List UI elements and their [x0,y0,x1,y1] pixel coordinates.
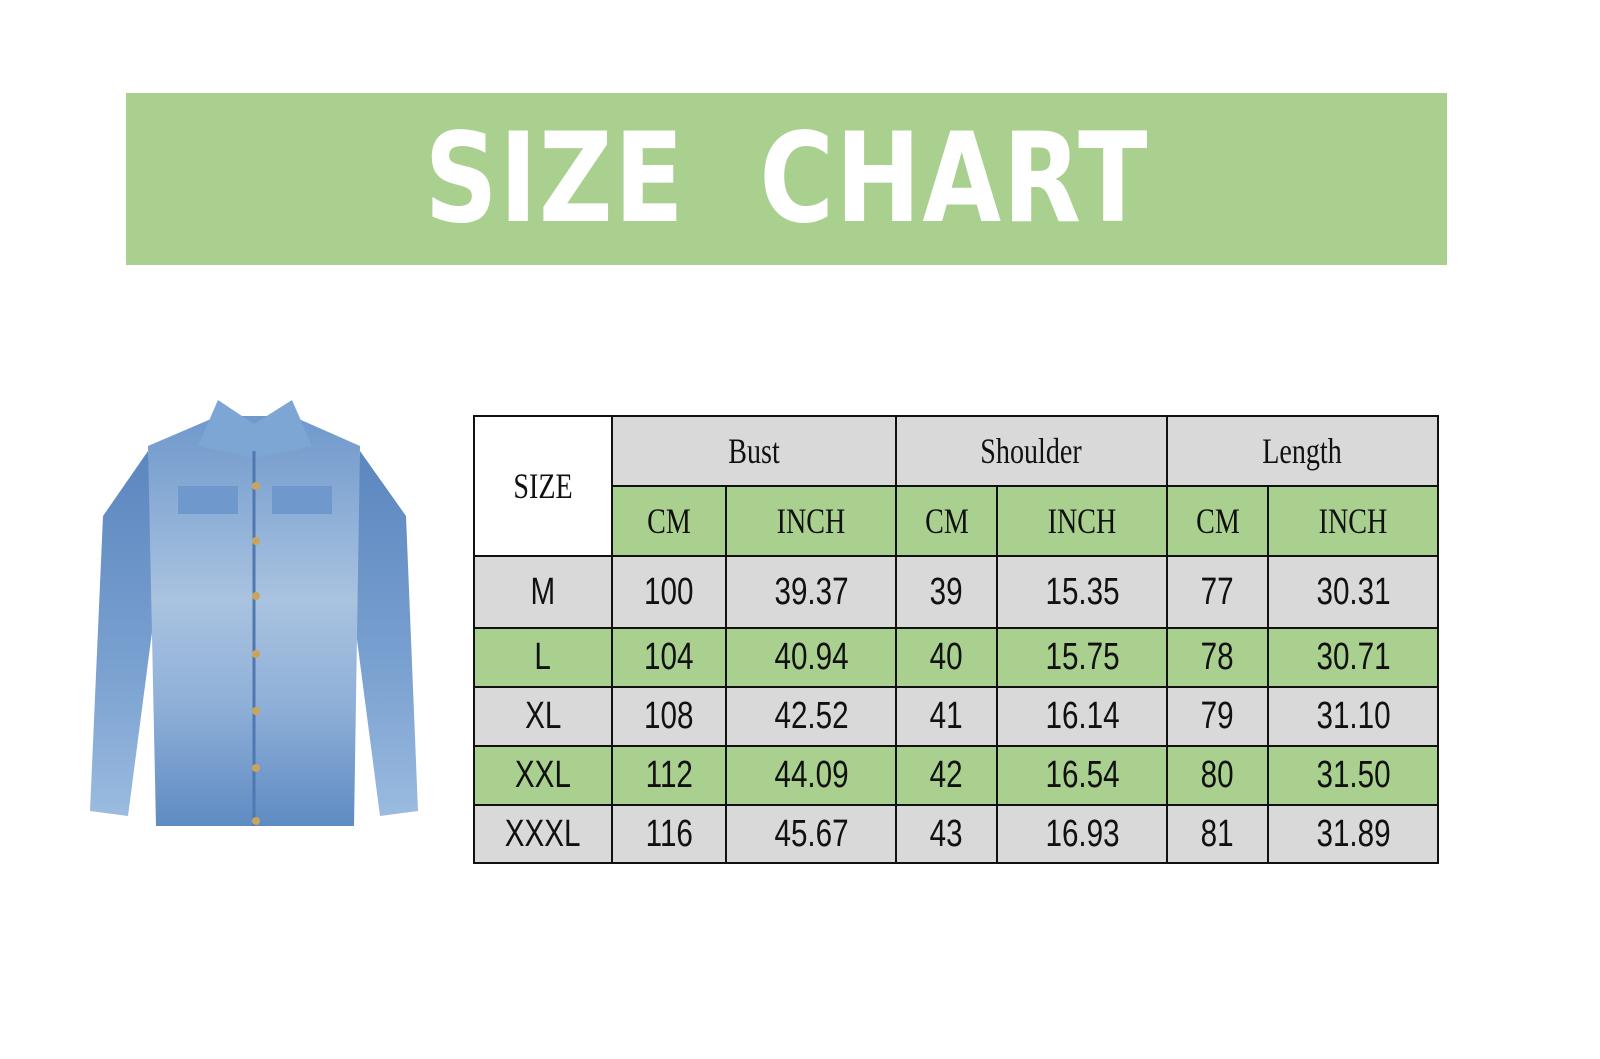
header-row-units: CM INCH CM INCH CM INCH [474,485,1439,557]
value-cell: 16.54 [996,745,1168,806]
value-cell: 80 [1165,745,1270,806]
size-chart-table: SIZE Bust Shoulder Length CM INCH CM INCH CM… [473,415,1440,864]
value-cell: 42 [894,745,999,806]
size-header: SIZE [473,415,613,557]
title-banner: SIZE CHART [126,93,1447,265]
value-cell: 44.09 [725,745,897,806]
table-row: XXL 112 44.09 42 16.54 80 31.50 [473,745,1439,806]
group-header-length: Length [1165,415,1440,487]
unit-header: INCH [996,485,1168,557]
value-cell: 30.31 [1267,555,1439,629]
table-row: L 104 40.94 40 15.75 78 30.71 [473,627,1439,688]
value-cell: 15.75 [996,627,1168,688]
value-cell: 42.52 [725,686,897,747]
value-cell: 78 [1165,627,1270,688]
value-cell: 116 [610,804,728,864]
header-row-groups: SIZE Bust Shoulder Length [473,415,1440,557]
table-row: M 100 39.37 39 15.35 77 30.31 [473,555,1439,629]
value-cell: 39.37 [725,555,897,629]
value-cell: 16.93 [996,804,1168,864]
page-title: SIZE CHART [424,107,1149,251]
value-cell: 16.14 [996,686,1168,747]
value-cell: 41 [894,686,999,747]
value-cell: 45.67 [725,804,897,864]
size-cell: XL [473,686,613,747]
value-cell: 31.50 [1267,745,1439,806]
unit-header: INCH [725,485,897,557]
value-cell: 79 [1165,686,1270,747]
denim-jacket-image [90,400,418,826]
unit-header: INCH [1267,485,1439,557]
value-cell: 40 [894,627,999,688]
value-cell: 40.94 [725,627,897,688]
table-row: XXXL 116 45.67 43 16.93 81 31.89 [473,804,1439,864]
group-header-shoulder: Shoulder [894,415,1168,487]
size-cell: M [473,555,613,629]
value-cell: 30.71 [1267,627,1439,688]
size-cell: XXL [473,745,613,806]
group-header-bust: Bust [611,415,897,487]
value-cell: 81 [1165,804,1270,864]
value-cell: 15.35 [996,555,1168,629]
value-cell: 77 [1165,555,1270,629]
value-cell: 31.89 [1267,804,1439,864]
value-cell: 108 [610,686,728,747]
unit-header: CM [610,485,728,557]
table-row: XL 108 42.52 41 16.14 79 31.10 [473,686,1439,747]
unit-header: CM [894,485,999,557]
size-cell: XXXL [473,804,613,864]
value-cell: 39 [894,555,999,629]
unit-header: CM [1165,485,1270,557]
value-cell: 104 [610,627,728,688]
value-cell: 31.10 [1267,686,1439,747]
value-cell: 43 [894,804,999,864]
value-cell: 112 [610,745,728,806]
value-cell: 100 [610,555,728,629]
size-cell: L [473,627,613,688]
